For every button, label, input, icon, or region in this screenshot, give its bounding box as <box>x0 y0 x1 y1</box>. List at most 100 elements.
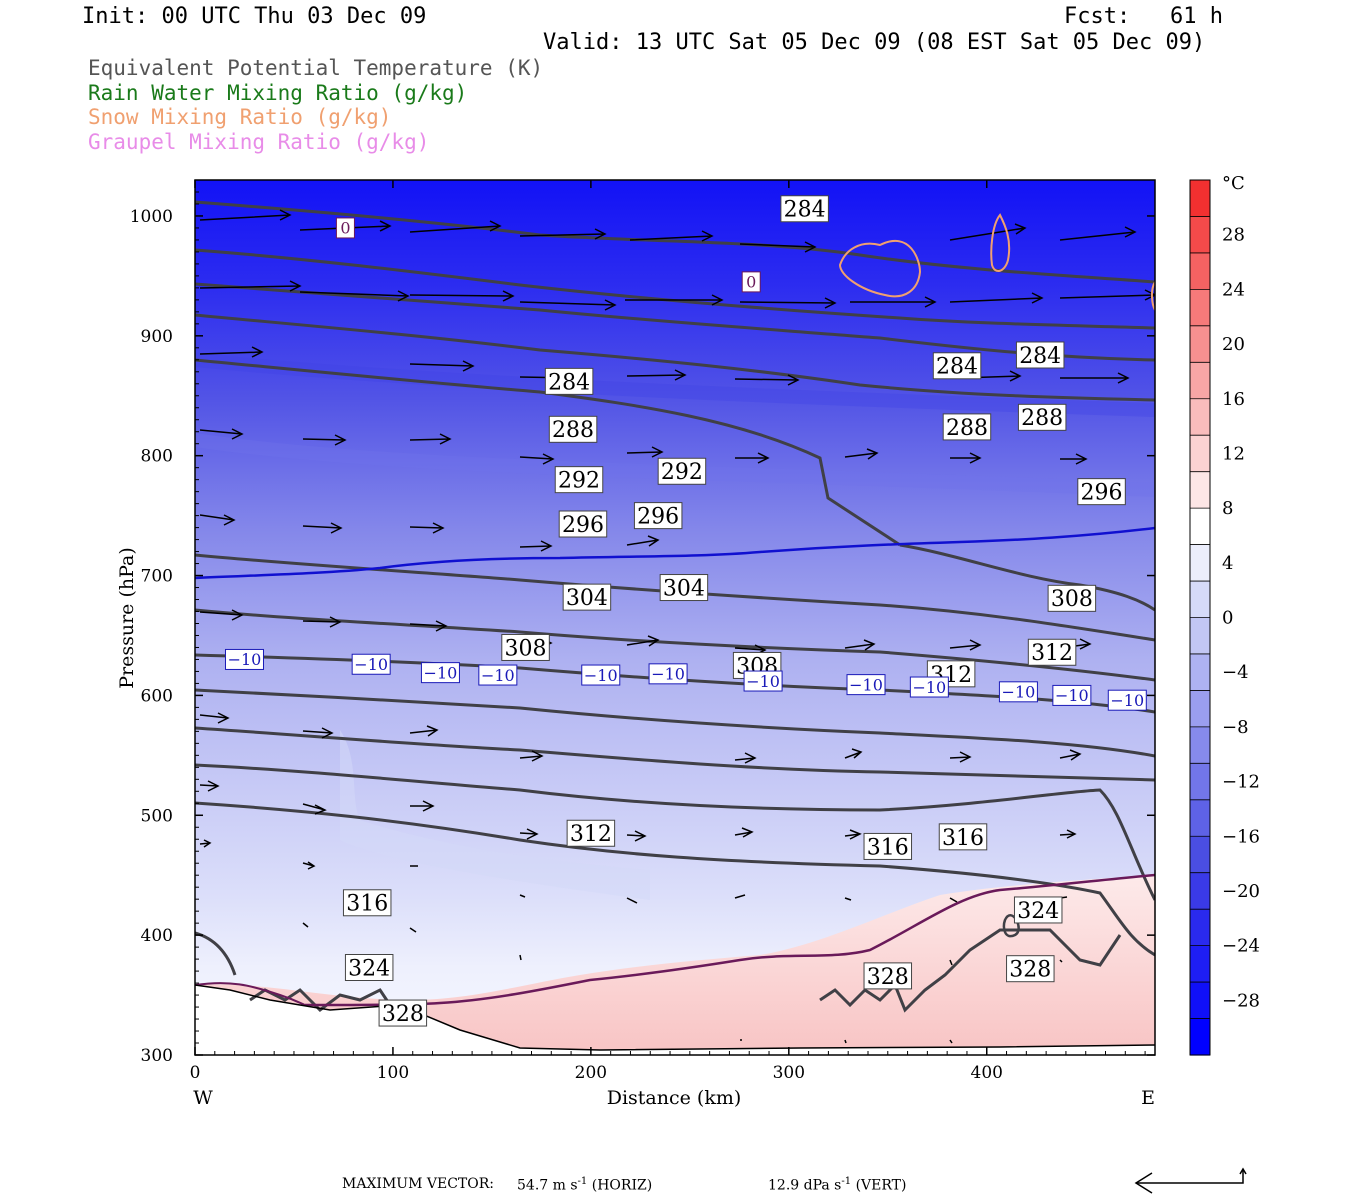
forecast-hour: Fcst: 61 h <box>1064 4 1223 29</box>
minus10-labels: −10 −10 −10 −10 −10 −10 −10 −10 −10 −10 −10 −10 <box>224 648 1147 711</box>
theta-e-label: 312 <box>1031 641 1073 666</box>
theta-e-label: 284 <box>784 198 826 223</box>
colorbar-swatch <box>1190 180 1210 218</box>
theta-e-label-box <box>863 832 913 860</box>
theta-e-label: 324 <box>348 956 390 981</box>
theta-e-label-box <box>1017 403 1067 431</box>
theta-e-label-box <box>1013 896 1063 924</box>
zero-label-box <box>741 271 761 293</box>
theta-e-label-box <box>932 352 982 380</box>
theta-e-label: 284 <box>936 355 978 380</box>
colorbar-swatch <box>1190 252 1210 290</box>
minus10-label-box <box>581 664 621 686</box>
theta-e-label: 328 <box>382 1002 424 1027</box>
theta-e-label-box <box>501 633 550 661</box>
minus10-label: −10 <box>228 650 262 669</box>
y-tick-label: 600 <box>141 686 173 706</box>
theta-e-label-box <box>657 457 707 485</box>
y-tick-label: 700 <box>141 567 173 587</box>
minus10-label-box <box>224 648 264 670</box>
colorbar-tick-label: −24 <box>1222 936 1260 957</box>
theta-e-label: 292 <box>558 469 600 494</box>
y-tick-label: 1000 <box>130 207 173 227</box>
minus10-label-box <box>1107 689 1147 711</box>
colorbar-swatch <box>1190 362 1210 400</box>
max-vector-vert: 12.9 dPa s-1 (VERT) <box>768 1176 906 1194</box>
valid-time: Valid: 13 UTC Sat 05 Dec 09 (08 EST Sat … <box>543 30 1206 55</box>
minus10-label-box <box>478 664 518 686</box>
x-tick-label: 300 <box>773 1063 805 1083</box>
theta-e-label: 324 <box>1017 899 1059 924</box>
zero-labels: 00 <box>335 217 761 293</box>
colorbar-tick-label: 20 <box>1222 334 1245 355</box>
colorbar-unit: °C <box>1222 173 1245 194</box>
surface-curves <box>195 914 1155 1051</box>
colorbar-swatch <box>1190 726 1210 764</box>
x-tick-label: 0 <box>190 1063 201 1083</box>
theta-e-label-box <box>344 954 394 981</box>
theta-e-label: 288 <box>946 416 988 441</box>
colorbar-swatch <box>1190 872 1210 910</box>
horiz-tag: (HORIZ) <box>591 1177 653 1194</box>
colorbar-tick-label: −12 <box>1222 772 1260 793</box>
horiz-value: 54.7 m s <box>517 1177 578 1194</box>
minus10-label: −10 <box>584 666 618 685</box>
minus10-label-box <box>351 653 391 675</box>
colorbar-tick-label: −4 <box>1222 662 1249 683</box>
max-vector-horiz: 54.7 m s-1 (HORIZ) <box>517 1176 652 1194</box>
colorbar-swatch <box>1190 398 1210 436</box>
colorbar-swatch <box>1190 581 1210 619</box>
colorbar-tick-label: 16 <box>1222 389 1245 410</box>
theta-e-label-box <box>558 510 608 538</box>
minus10-label-box <box>743 670 783 692</box>
zero-isotherm <box>195 873 1155 1007</box>
colorbar-tick-label: −8 <box>1222 717 1249 738</box>
colorbar-tick-label: 8 <box>1222 498 1233 519</box>
theta-e-label-box <box>1047 584 1097 612</box>
colorbar-swatch <box>1190 763 1210 801</box>
theta-e-label: 308 <box>505 636 547 661</box>
x-axis-west-label: W <box>193 1087 213 1109</box>
colorbar-tick-label: −20 <box>1222 881 1260 902</box>
colorbar-swatch <box>1190 653 1210 692</box>
legend-theta-e: Equivalent Potential Temperature (K) <box>88 56 544 80</box>
y-tick-label: 400 <box>141 926 173 946</box>
colorbar-swatch <box>1190 471 1210 509</box>
y-tick-label: 800 <box>141 447 173 467</box>
colorbar-swatch <box>1190 982 1210 1020</box>
theta-e-label-box <box>1015 341 1065 369</box>
theta-e-label: 312 <box>570 822 612 847</box>
minus10-label: −10 <box>651 665 685 684</box>
colorbar-tick-label: 0 <box>1222 608 1233 629</box>
colorbar-swatch <box>1190 690 1210 728</box>
x-axis: 0 100 200 300 400 <box>190 180 1146 1083</box>
theta-e-label-box <box>780 195 829 223</box>
theta-e-label-box <box>548 415 598 443</box>
legend-graupel: Graupel Mixing Ratio (g/kg) <box>88 130 430 154</box>
zero-label: 0 <box>746 273 756 292</box>
vert-tag: (VERT) <box>855 1177 907 1194</box>
minus10-label-box <box>420 662 460 684</box>
minus10-label-box <box>1052 684 1092 706</box>
y-tick-label: 500 <box>141 806 173 826</box>
theta-e-label: 296 <box>1081 481 1123 506</box>
theta-e-label-box <box>544 367 594 395</box>
theta-e-label-box <box>1027 638 1077 666</box>
theta-e-label-box <box>659 574 709 602</box>
theta-e-label: 316 <box>942 826 984 851</box>
legend-snow: Snow Mixing Ratio (g/kg) <box>88 105 392 129</box>
colorbar-tick-label: −28 <box>1222 990 1260 1011</box>
minus10-label: −10 <box>1110 691 1144 710</box>
init-time: Init: 00 UTC Thu 03 Dec 09 <box>82 4 427 29</box>
colorbar-tick-label: 4 <box>1222 553 1233 574</box>
theta-e-label: 328 <box>867 965 909 990</box>
colorbar-swatch <box>1190 289 1210 327</box>
minus10-label-box <box>998 681 1038 703</box>
colorbar-tick-label: 24 <box>1222 279 1245 300</box>
colorbar-swatch <box>1190 617 1210 655</box>
x-axis-title: Distance (km) <box>607 1087 742 1109</box>
colorbar-tick-label: 12 <box>1222 443 1245 464</box>
minus10-label-box <box>846 674 886 696</box>
